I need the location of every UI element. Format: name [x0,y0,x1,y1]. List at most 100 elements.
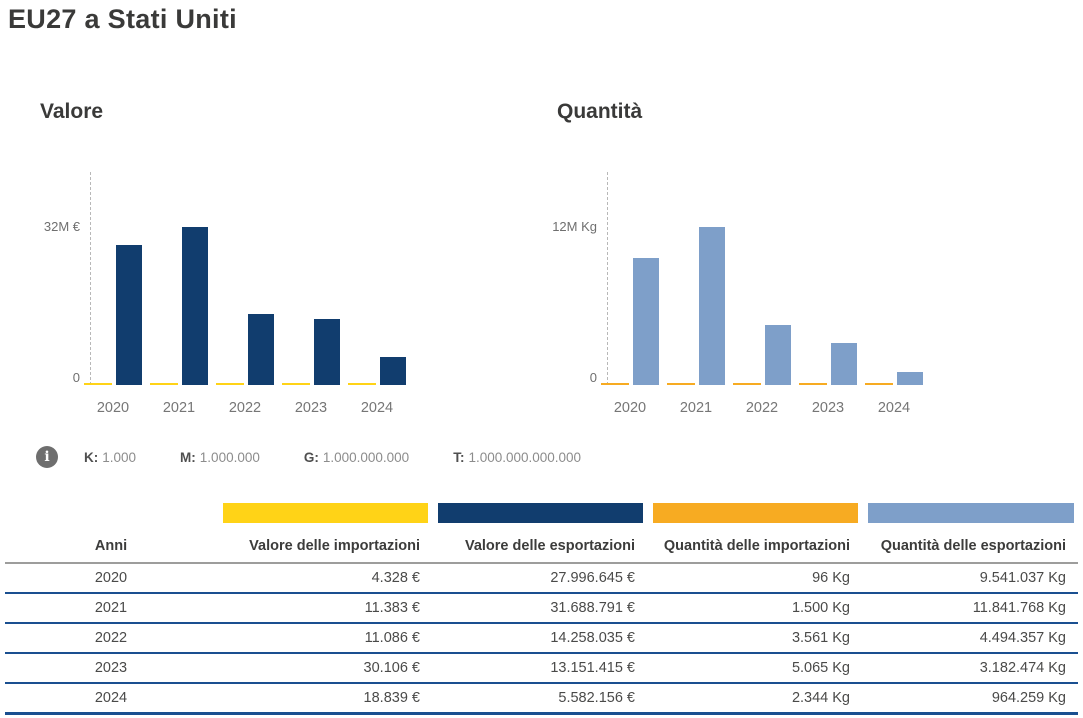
bar-group-2023 [282,319,340,385]
value-cell: 11.383 € [364,600,420,616]
value-cell: 18.839 € [363,690,420,706]
bar-import-2021[interactable] [667,383,695,385]
bar-group-2021 [150,227,208,385]
value-cell: 5.582.156 € [558,690,635,706]
value-cell: 2.344 Kg [791,690,850,706]
bar-import-2023[interactable] [799,383,827,385]
chart-valore-x-axis-labels: 2020 2021 2022 2023 2024 [84,400,424,416]
value-cell: 14.258.035 € [550,630,635,646]
table-row: 2020 4.328 € 27.996.645 € 96 Kg 9.541.037 Kg [5,564,1078,594]
bar-export-2021[interactable] [699,227,725,385]
value-cell: 3.561 Kg [791,630,850,646]
bar-group-2021 [667,227,725,385]
bar-export-2020[interactable] [116,245,142,385]
bar-import-2020[interactable] [84,383,112,385]
info-icon[interactable]: i [36,446,58,468]
table-row: 2023 30.106 € 13.151.415 € 5.065 Kg 3.182.47… [5,654,1078,684]
chart-valore-title: Valore [40,100,104,123]
legend-cell [432,503,647,523]
table-row: 2022 11.086 € 14.258.035 € 3.561 Kg 4.494.35… [5,624,1078,654]
bar-group-2020 [601,258,659,385]
x-axis-label-2023: 2023 [811,400,845,416]
chart-valore-bars [84,227,424,385]
chart-valore-plot-area [84,172,424,385]
chart-quantita-title: Quantità [557,100,643,123]
year-cell: 2020 [94,570,128,586]
bar-import-2022[interactable] [733,383,761,385]
unit-item-M: M: 1.000.000 [180,450,260,465]
chart-valore: Valore 32M € 0 2020 2021 2022 2023 2024 [0,100,540,430]
x-axis-label-2021: 2021 [679,400,713,416]
bar-import-2023[interactable] [282,383,310,385]
unit-value: 1.000.000.000 [322,449,410,465]
legend-swatch-quantità-delle-esportazioni [868,503,1074,523]
chart-quantita-yzero-label: 0 [589,370,597,385]
value-cell: 4.328 € [371,570,420,586]
legend-spacer [5,503,217,523]
table-row: 2021 11.383 € 31.688.791 € 1.500 Kg 11.841.7… [5,594,1078,624]
value-cell: 96 Kg [812,570,850,586]
units-legend: i K: 1.000 M: 1.000.000 G: 1.000.000.000 T: 1.0… [36,446,581,468]
unit-label: K: [84,449,99,465]
y-axis-line [607,172,608,385]
bar-group-2024 [865,372,923,385]
bar-import-2020[interactable] [601,383,629,385]
unit-value: 1.000.000.000.000 [468,449,582,465]
bar-export-2022[interactable] [765,325,791,385]
value-cell: 11.841.768 Kg [972,600,1066,616]
value-cell: 9.541.037 Kg [979,570,1066,586]
value-cell: 30.106 € [363,660,420,676]
bar-export-2021[interactable] [182,227,208,385]
year-cell: 2024 [94,690,128,706]
bar-group-2022 [733,325,791,385]
chart-quantita-ytick-label: 12M Kg [552,219,597,234]
table-body: 2020 4.328 € 27.996.645 € 96 Kg 9.541.037 Kg… [5,564,1078,715]
value-cell: 31.688.791 € [550,600,635,616]
bar-export-2024[interactable] [380,357,406,385]
bar-export-2023[interactable] [831,343,857,385]
legend-swatch-valore-delle-esportazioni [438,503,643,523]
unit-value: 1.000.000 [199,449,260,465]
legend-cell [647,503,862,523]
bar-import-2022[interactable] [216,383,244,385]
bar-group-2024 [348,357,406,385]
bar-import-2024[interactable] [865,383,893,385]
bar-export-2022[interactable] [248,314,274,385]
chart-quantita-x-axis-labels: 2020 2021 2022 2023 2024 [601,400,941,416]
unit-label: T: [453,449,465,465]
column-header: Valore delle esportazioni [464,538,635,554]
unit-item-T: T: 1.000.000.000.000 [453,450,581,465]
page-title: EU27 a Stati Uniti [8,4,237,34]
column-header: Valore delle importazioni [249,538,420,554]
value-cell: 4.494.357 Kg [979,630,1066,646]
chart-quantita-plot-area [601,172,941,385]
unit-value: 1.000 [102,449,137,465]
bar-import-2021[interactable] [150,383,178,385]
bar-import-2024[interactable] [348,383,376,385]
unit-label: M: [180,449,196,465]
x-axis-label-2020: 2020 [96,400,130,416]
units-legend-items: K: 1.000 M: 1.000.000 G: 1.000.000.000 T: 1.000… [84,450,581,465]
column-header: Quantità delle importazioni [663,538,850,554]
legend-cell [862,503,1078,523]
bar-export-2024[interactable] [897,372,923,385]
value-cell: 3.182.474 Kg [979,660,1066,676]
x-axis-label-2022: 2022 [745,400,779,416]
value-cell: 11.086 € [364,630,420,646]
column-header: Anni [94,538,128,554]
bar-export-2020[interactable] [633,258,659,385]
x-axis-label-2022: 2022 [228,400,262,416]
x-axis-label-2024: 2024 [877,400,911,416]
column-header: Quantità delle esportazioni [880,538,1066,554]
bar-group-2020 [84,245,142,385]
legend-swatch-quantità-delle-importazioni [653,503,858,523]
unit-item-G: G: 1.000.000.000 [304,450,409,465]
bar-export-2023[interactable] [314,319,340,385]
unit-item-K: K: 1.000 [84,450,136,465]
value-cell: 1.500 Kg [791,600,850,616]
year-cell: 2021 [94,600,128,616]
chart-valore-yzero-label: 0 [72,370,80,385]
series-color-legend [5,503,1078,523]
x-axis-label-2023: 2023 [294,400,328,416]
